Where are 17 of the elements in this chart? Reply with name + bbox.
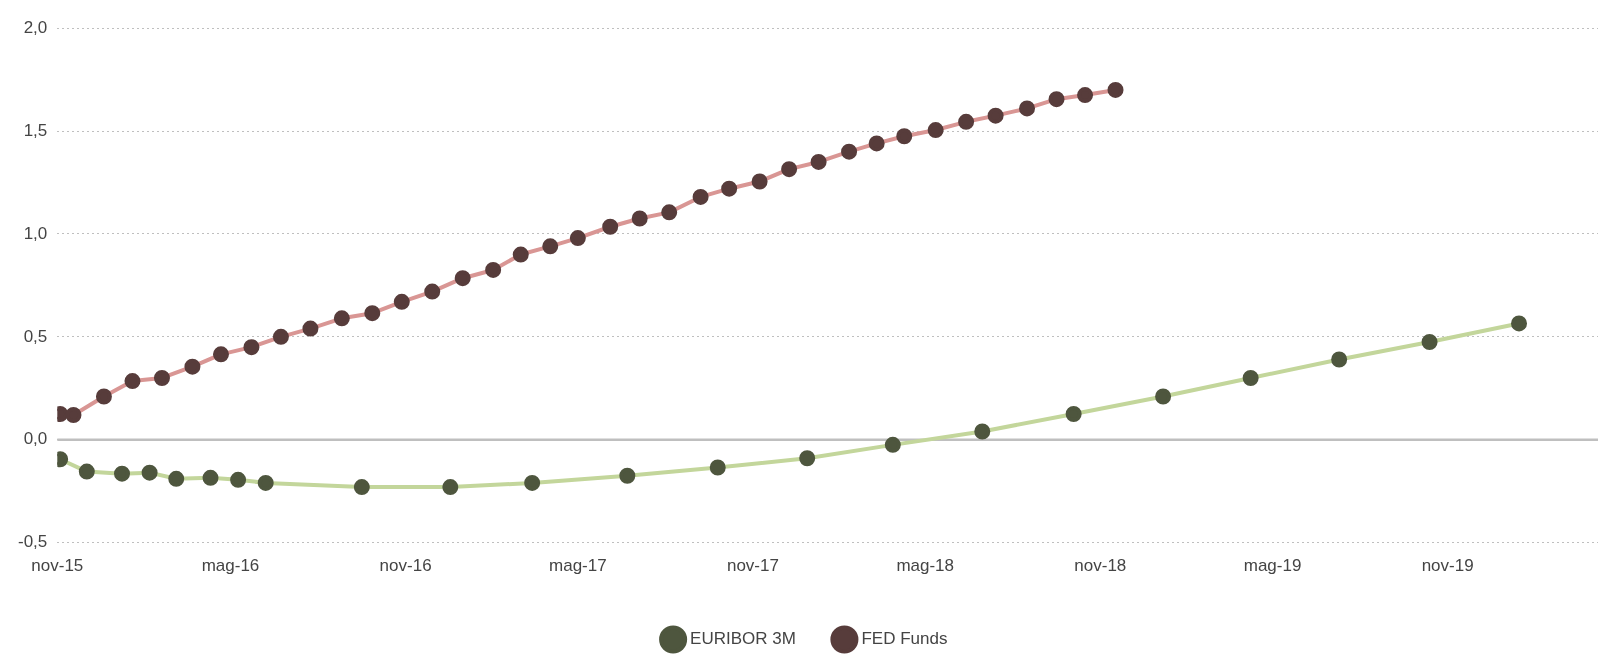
x-tick-label: mag-17	[549, 556, 607, 576]
legend-label: FED Funds	[861, 629, 948, 649]
x-tick-label: mag-19	[1243, 556, 1302, 576]
x-tick-label: mag-18	[896, 556, 955, 576]
y-tick-label: 2,0	[23, 17, 48, 37]
x-tick-label: mag-16	[201, 556, 260, 576]
y-tick-label: 0,0	[23, 429, 48, 449]
x-tick-label: nov-15	[31, 556, 84, 576]
legend-label: EURIBOR 3M	[690, 629, 796, 649]
x-tick-label: nov-18	[1074, 556, 1127, 576]
y-tick-label: -0,5	[18, 532, 48, 552]
y-tick-label: 1,5	[23, 120, 48, 140]
y-tick-label: 1,0	[23, 223, 48, 243]
x-tick-label: nov-17	[726, 556, 779, 576]
y-tick-label: 0,5	[23, 326, 48, 346]
x-tick-label: nov-16	[379, 556, 432, 576]
x-tick-label: nov-19	[1421, 556, 1474, 576]
